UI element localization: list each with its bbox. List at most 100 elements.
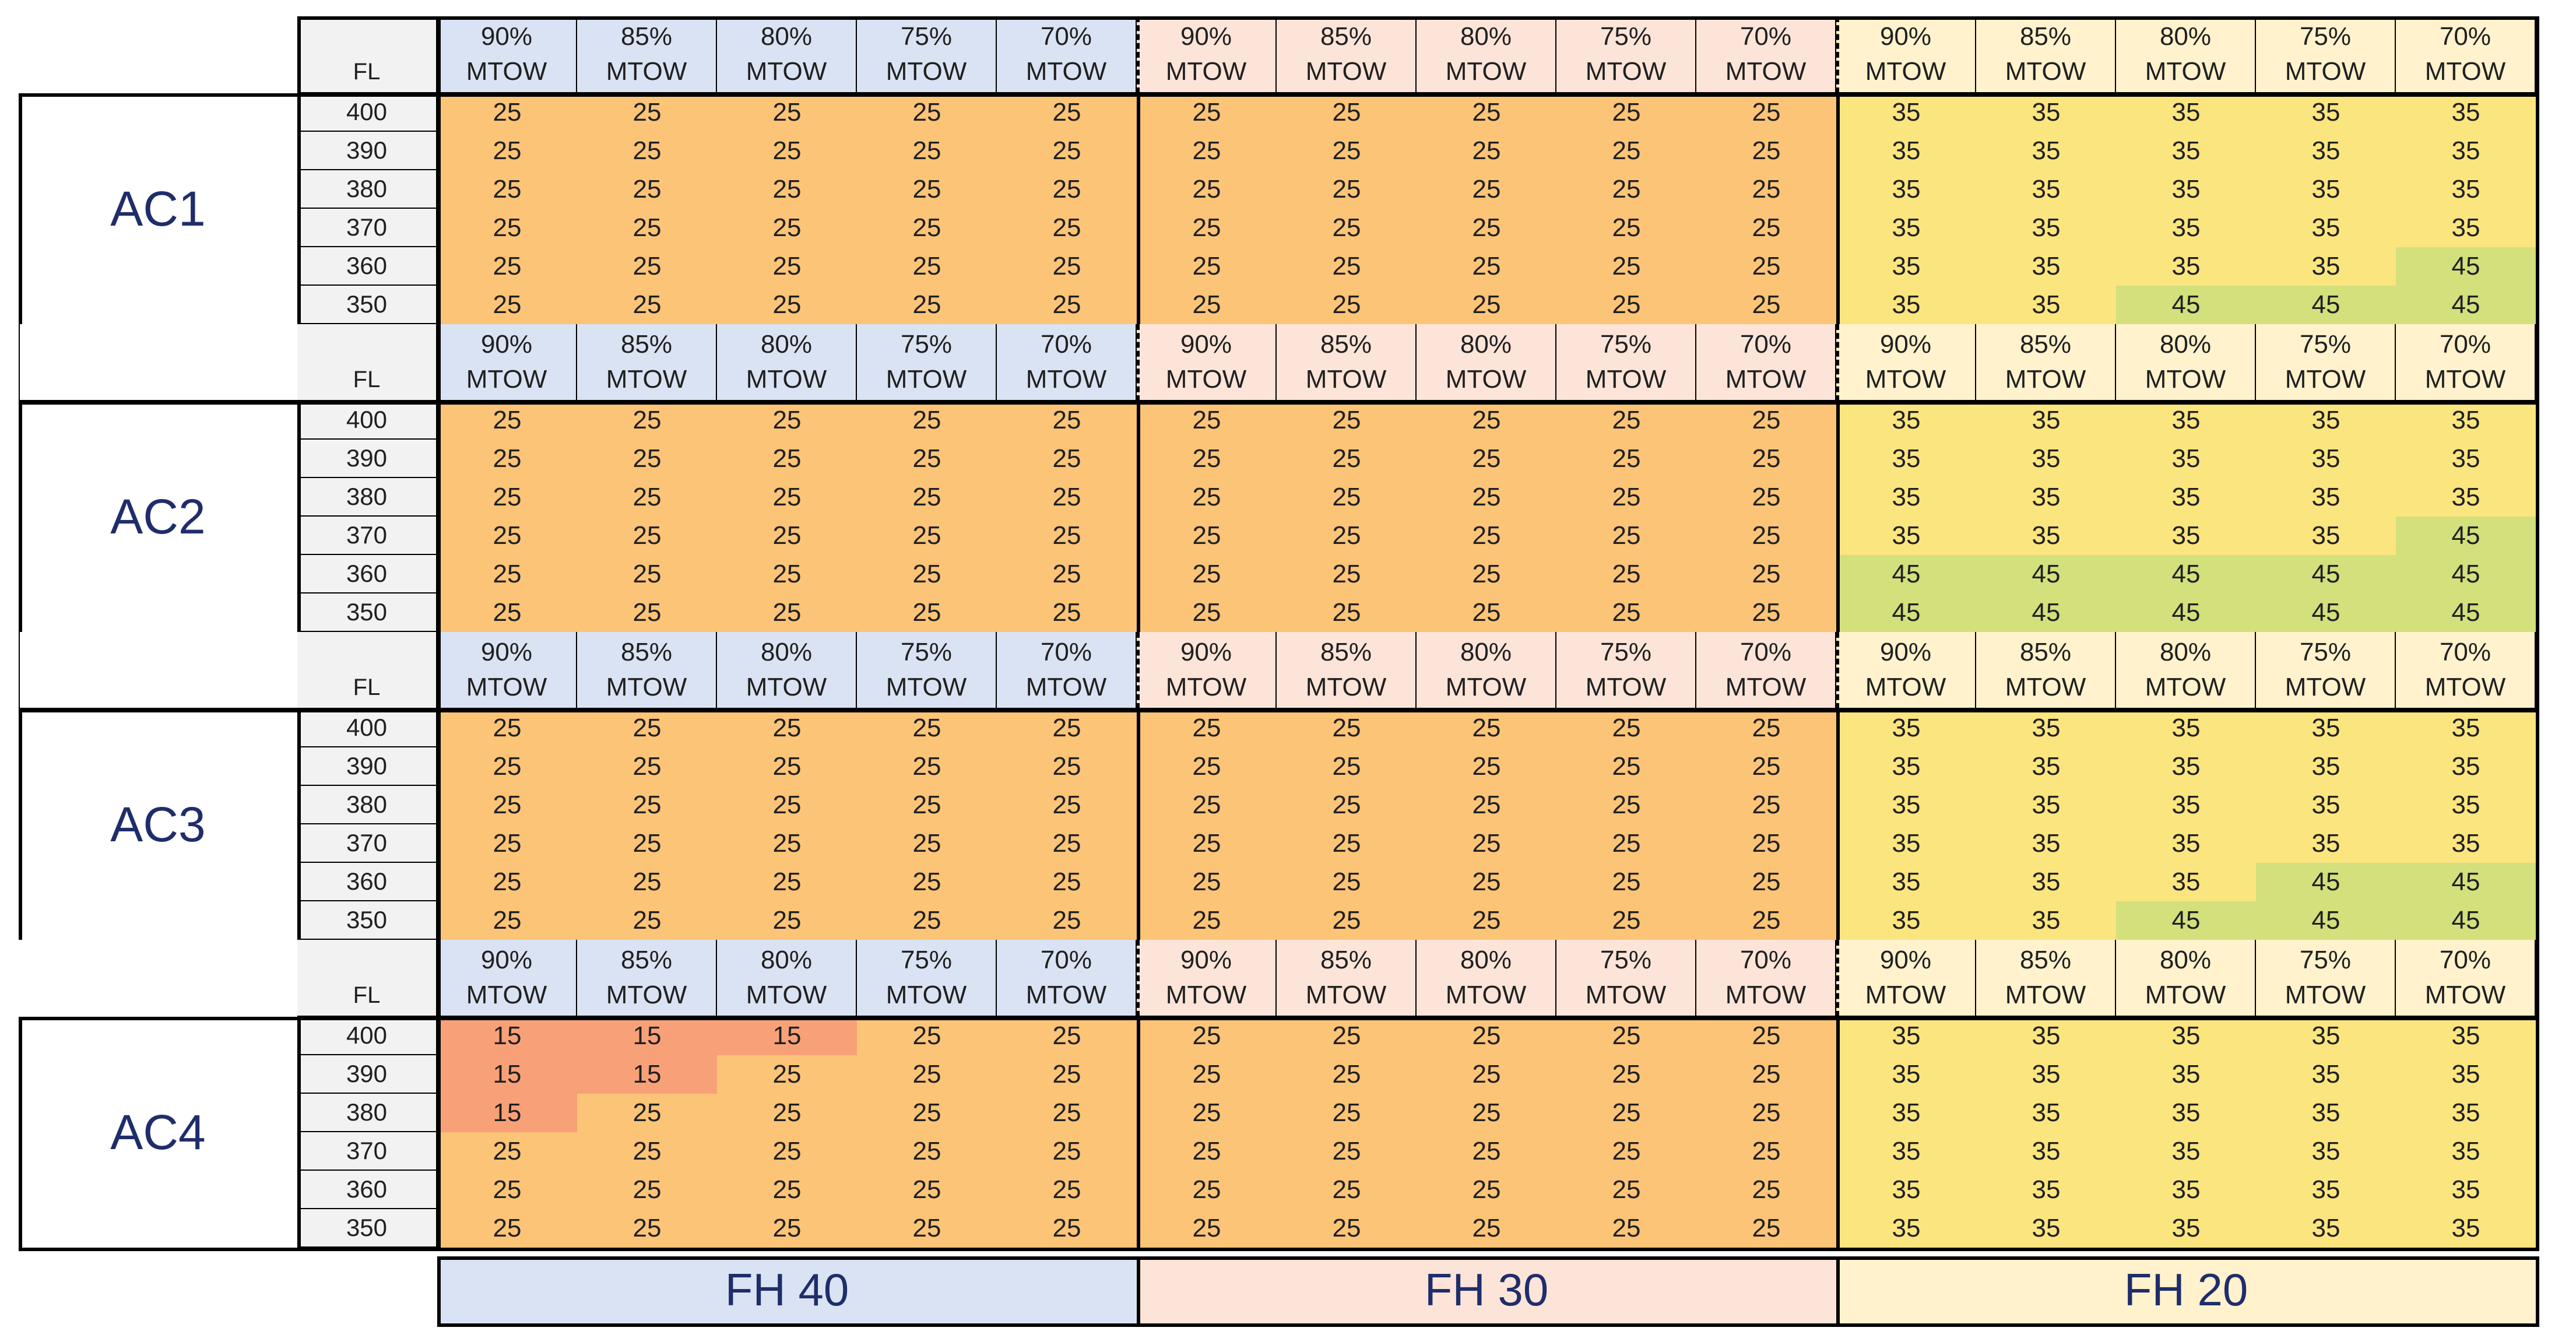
mtow-suffix: MTOW (2145, 364, 2226, 394)
mtow-percent: 85% (1320, 22, 1372, 51)
table-cell-value: 25 (717, 747, 857, 786)
mtow-suffix: MTOW (1725, 980, 1807, 1009)
table-cell-value: 25 (717, 286, 857, 324)
value: 35 (1892, 483, 1921, 511)
value: 25 (912, 752, 941, 781)
value: 35 (2032, 483, 2061, 511)
value: 25 (1052, 521, 1081, 550)
value: 35 (1892, 290, 1921, 319)
mtow-suffix: MTOW (1305, 57, 1387, 86)
table-cell-value: 25 (857, 209, 997, 247)
value: 35 (1892, 1060, 1921, 1088)
value: 25 (1052, 868, 1081, 896)
mtow-suffix: MTOW (2424, 364, 2506, 394)
table-cell-value: 25 (1417, 1094, 1556, 1132)
table-cell-value: 35 (1976, 1055, 2116, 1094)
table-border (437, 93, 441, 324)
mtow-suffix: MTOW (885, 364, 967, 394)
mtow-column-header: 80% MTOW (717, 16, 857, 93)
table-cell-value: 25 (1277, 786, 1417, 824)
value: 15 (493, 1098, 522, 1127)
table-cell-value: 35 (2116, 863, 2256, 901)
table-cell-value: 35 (1976, 401, 2116, 440)
mtow-percent: 75% (900, 329, 953, 359)
value: 25 (632, 406, 662, 434)
value: 25 (1752, 175, 1781, 203)
mtow-suffix: MTOW (1165, 672, 1247, 701)
value: 25 (493, 252, 522, 280)
table-cell-value: 25 (857, 863, 997, 901)
mtow-suffix: MTOW (1165, 364, 1247, 394)
value: 25 (493, 136, 522, 165)
table-cell-value: 25 (1556, 747, 1696, 786)
value: 35 (2451, 1137, 2480, 1165)
table-cell-value: 25 (1137, 901, 1277, 940)
table-cell-value: 25 (437, 170, 577, 209)
value: 25 (1192, 175, 1221, 203)
value: 35 (2311, 483, 2340, 511)
group-divider-dashed (1836, 632, 1839, 709)
value: 45 (2171, 598, 2201, 627)
table-cell-value: 35 (1976, 93, 2116, 132)
mtow-column-header: 70% MTOW (1696, 940, 1836, 1017)
table-cell-value: 25 (577, 1094, 717, 1132)
value: 25 (1052, 1214, 1081, 1242)
value: 25 (772, 213, 802, 242)
table-cell-value: 35 (2256, 1094, 2396, 1132)
value: 25 (1472, 1021, 1501, 1050)
mtow-suffix: MTOW (1865, 57, 1946, 86)
value: 25 (632, 290, 662, 319)
value: 25 (1332, 483, 1361, 511)
table-cell-value: 25 (857, 517, 997, 555)
table-cell-value: 35 (1836, 824, 1976, 863)
table-cell-value: 25 (997, 209, 1137, 247)
table-cell-value: 25 (1696, 863, 1836, 901)
value: 25 (632, 714, 662, 742)
table-cell-value: 25 (857, 901, 997, 940)
value: 25 (493, 521, 522, 550)
value: 25 (1612, 906, 1641, 935)
mtow-suffix: MTOW (2285, 980, 2366, 1009)
table-border (2536, 1017, 2539, 1248)
value: 25 (1612, 1214, 1641, 1242)
value: 35 (2171, 1137, 2201, 1165)
flight-level-cell: 400 (297, 93, 437, 132)
mtow-percent: 80% (2159, 329, 2212, 359)
table-cell-value: 25 (1696, 401, 1836, 440)
mtow-suffix: MTOW (606, 672, 687, 701)
blank-label-spacer (19, 632, 297, 709)
table-cell-value: 35 (2256, 1171, 2396, 1209)
value: 25 (1612, 290, 1641, 319)
mtow-suffix: MTOW (2145, 672, 2226, 701)
mtow-suffix: MTOW (746, 364, 827, 394)
table-border (297, 401, 301, 632)
value: 25 (1192, 829, 1221, 858)
mtow-suffix: MTOW (746, 57, 827, 86)
value: 25 (1612, 521, 1641, 550)
table-cell-value: 25 (1556, 1209, 1696, 1248)
value: 25 (1472, 98, 1501, 127)
table-cell-value: 25 (1137, 1209, 1277, 1248)
table-cell-value: 25 (1556, 786, 1696, 824)
value: 25 (493, 714, 522, 742)
value: 25 (912, 175, 941, 203)
table-cell-value: 35 (2396, 824, 2536, 863)
value: 25 (1052, 1021, 1081, 1050)
table-cell-value: 35 (2256, 401, 2396, 440)
table-cell-value: 25 (1137, 517, 1277, 555)
table-cell-value: 35 (1976, 1094, 2116, 1132)
mtow-column-header: 85% MTOW (1976, 632, 2116, 709)
value: 25 (1052, 483, 1081, 511)
value: 25 (1052, 98, 1081, 127)
fh-label: FH 40 (725, 1264, 849, 1315)
table-cell-value: 25 (1277, 863, 1417, 901)
table-cell-value: 25 (997, 132, 1137, 170)
mtow-percent: 70% (1040, 22, 1092, 51)
table-cell-value: 35 (2256, 478, 2396, 517)
mtow-suffix: MTOW (1585, 57, 1667, 86)
value: 35 (1892, 1021, 1921, 1050)
table-cell-value: 25 (1696, 747, 1836, 786)
value: 25 (912, 906, 941, 935)
value: 25 (1192, 290, 1221, 319)
